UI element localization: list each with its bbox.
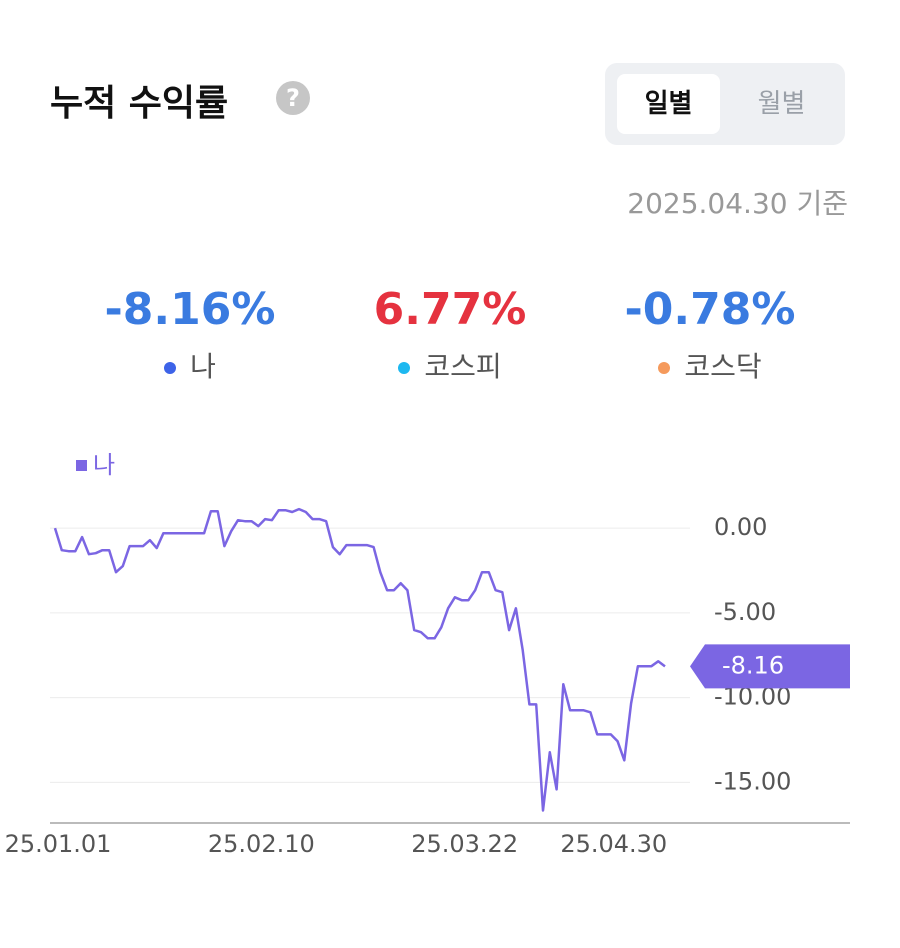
period-toggle: 일별 월별 bbox=[605, 63, 845, 145]
summary-item: 6.77% 코스피 bbox=[320, 284, 580, 385]
summary-value: -8.16% bbox=[104, 284, 276, 335]
summary-label: 코스닥 bbox=[580, 345, 840, 385]
summary-item: -8.16% 나 bbox=[60, 284, 320, 385]
toggle-option[interactable]: 일별 bbox=[617, 74, 720, 134]
summary-item: -0.78% 코스닥 bbox=[580, 284, 840, 385]
legend-dot bbox=[398, 362, 411, 374]
legend-dot bbox=[164, 362, 177, 374]
y-tick-label: -5.00 bbox=[714, 598, 776, 626]
y-tick-label: -15.00 bbox=[714, 767, 791, 795]
current-value-tag bbox=[690, 644, 850, 689]
legend-swatch bbox=[76, 460, 87, 471]
x-tick-label: 25.01.01 bbox=[5, 830, 112, 858]
summary-label-text: 나 bbox=[190, 350, 216, 383]
summary-label-text: 코스닥 bbox=[684, 350, 762, 383]
y-tick-label: 0.00 bbox=[714, 513, 767, 541]
summary-label-text: 코스피 bbox=[424, 350, 502, 383]
summary-label: 코스피 bbox=[320, 345, 580, 385]
as-of-date: 2025.04.30 기준 bbox=[627, 187, 848, 220]
legend-dot bbox=[658, 362, 671, 374]
summary-value: -0.78% bbox=[624, 284, 796, 335]
current-value-label: -8.16 bbox=[722, 651, 784, 679]
summary-label: 나 bbox=[60, 345, 320, 385]
series-line bbox=[53, 507, 666, 812]
toggle-option[interactable]: 월별 bbox=[757, 89, 806, 119]
x-tick-label: 25.02.10 bbox=[208, 830, 315, 858]
x-tick-label: 25.04.30 bbox=[560, 830, 667, 858]
summary-value: 6.77% bbox=[373, 284, 527, 335]
help-icon[interactable]: ? bbox=[276, 81, 310, 115]
legend-label: 나 bbox=[93, 451, 115, 479]
x-tick-label: 25.03.22 bbox=[411, 830, 518, 858]
title: 누적 수익률 bbox=[50, 83, 229, 124]
